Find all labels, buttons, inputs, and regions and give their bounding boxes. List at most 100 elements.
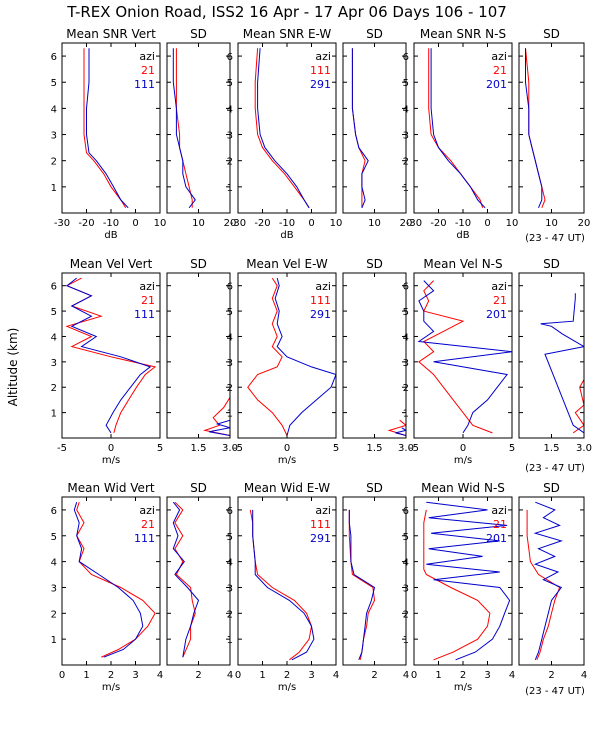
x-tick-label: 4 (509, 670, 515, 681)
x-tick-label: 4 (333, 670, 339, 681)
panel-title: SD (543, 257, 560, 271)
note-label: (23 - 47 UT) (525, 686, 585, 697)
series-line-blue (430, 48, 486, 209)
x-tick-label: -20 (430, 218, 446, 229)
note-row-2: (23 - 47 UT) (525, 463, 585, 474)
panel-3: 1 2 3 4 5 6 -30 -20 -10 0 10 Mean SNR E-W dB azi11129… (227, 27, 343, 241)
series-line-red (254, 48, 310, 209)
y-tick-label: 2 (227, 383, 233, 394)
y-tick-label: 6 (51, 506, 57, 517)
y-tick-label: 3 (403, 583, 409, 594)
panel-title: Mean Wid E-W (244, 481, 330, 495)
y-tick-label: 1 (227, 409, 233, 420)
legend-title: azi (315, 504, 331, 517)
x-tick-label: 0 (108, 443, 114, 454)
series-line-blue (172, 48, 196, 209)
series-group (351, 48, 369, 208)
legend-entry: 111 (134, 308, 155, 321)
legend-entry: 21 (493, 64, 507, 77)
x-tick-label: -30 (406, 218, 422, 229)
y-tick-label: 2 (403, 609, 409, 620)
series-line-red (249, 509, 313, 661)
series-line-red (418, 280, 493, 434)
y-tick-label: 1 (51, 409, 57, 420)
legend-entry: 21 (141, 294, 155, 307)
series-line-red (83, 48, 127, 209)
series-line-blue (348, 509, 376, 660)
series-group (172, 501, 200, 658)
x-tick-label: -5 (409, 443, 419, 454)
x-tick-label: 10 (368, 218, 381, 229)
panel-title: Mean Wid N-S (421, 481, 505, 495)
series-line-blue (426, 501, 511, 661)
x-tick-label: 4 (403, 670, 409, 681)
series-group (525, 48, 546, 208)
series-line-red (174, 501, 196, 658)
y-tick-label: 1 (227, 635, 233, 646)
x-tick-label: 0 (460, 443, 466, 454)
series-group (387, 419, 406, 436)
y-axis-label: Altitude (km) (6, 328, 20, 407)
panel-title: Mean SNR N-S (420, 27, 506, 41)
legend-entry: 21 (141, 64, 155, 77)
legend-entry: 291 (310, 532, 331, 545)
x-tick-label: -10 (455, 218, 471, 229)
x-tick-label: 0 (284, 443, 290, 454)
y-tick-label: 3 (403, 358, 409, 369)
legend-entry: 21 (141, 518, 155, 531)
y-tick-label: 5 (51, 307, 57, 318)
x-tick-label: 1.5 (367, 443, 383, 454)
series-line-blue (252, 509, 315, 661)
series-group (540, 293, 584, 434)
y-tick-label: 4 (227, 558, 233, 569)
x-tick-label: 0 (484, 218, 490, 229)
series-line-blue (73, 502, 144, 658)
y-tick-label: 4 (227, 104, 233, 115)
panel-12: 1.5 3.0 SD (518, 257, 592, 454)
legend-entry: 21 (493, 294, 507, 307)
plot-frame (342, 272, 407, 439)
y-tick-label: 6 (403, 52, 409, 63)
panel-title: SD (190, 481, 207, 495)
series-line-red (572, 379, 584, 434)
x-tick-label: 0 (132, 218, 138, 229)
y-tick-label: 3 (227, 131, 233, 142)
series-group (83, 48, 129, 209)
y-tick-label: 1 (403, 409, 409, 420)
y-tick-label: 4 (51, 558, 57, 569)
y-tick-label: 4 (403, 104, 409, 115)
y-tick-label: 6 (403, 282, 409, 293)
x-tick-label: 20 (224, 218, 237, 229)
y-tick-label: 3 (51, 131, 57, 142)
x-tick-label: 3 (484, 670, 490, 681)
y-tick-label: 2 (227, 157, 233, 168)
x-tick-label: 20 (400, 218, 413, 229)
series-group (417, 280, 512, 434)
x-tick-label: 10 (192, 218, 205, 229)
x-axis-label: dB (104, 230, 117, 241)
plot-frame (342, 496, 407, 666)
legend-entry: 201 (486, 308, 507, 321)
series-line-blue (540, 293, 584, 434)
series-line-blue (533, 501, 563, 660)
panel-title: SD (366, 257, 383, 271)
series-line-red (428, 48, 484, 208)
x-tick-label: -20 (254, 218, 270, 229)
x-axis-label: dB (456, 230, 469, 241)
panel-18: 2 4 SD (518, 481, 587, 681)
x-tick-label: -5 (57, 443, 67, 454)
series-line-blue (257, 48, 310, 209)
x-tick-label: 5 (157, 443, 163, 454)
x-tick-label: 2 (108, 670, 114, 681)
series-line-blue (417, 280, 512, 434)
x-tick-label: -5 (233, 443, 243, 454)
series-line-blue (395, 427, 406, 436)
series-line-red (175, 48, 193, 208)
legend-entry: 111 (134, 78, 155, 91)
y-tick-label: 1 (227, 183, 233, 194)
panel-title: Mean SNR E-W (243, 27, 332, 41)
series-group (65, 277, 157, 434)
